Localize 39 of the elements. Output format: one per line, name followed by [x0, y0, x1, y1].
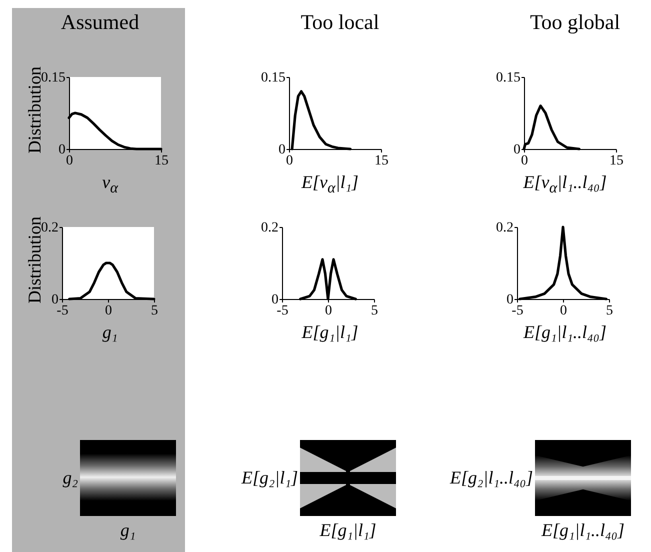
x-axis-title: E[v$_{α}$|l₁] — [301, 172, 359, 198]
x-tick-label: 5 — [371, 304, 378, 318]
y-tick-label: 0 — [272, 292, 278, 308]
y-tick-label: 0.2 — [496, 220, 514, 236]
chart-title: Assumed — [60, 10, 140, 35]
x-tick-label: -5 — [276, 304, 288, 318]
x-axis-title: v$_{α}$ — [102, 172, 118, 198]
text: E[g₁|l₁..l₄₀] — [542, 520, 624, 541]
x-tick-label: 15 — [154, 154, 168, 168]
y-tick-label: 0 — [52, 292, 58, 308]
y-tick-label: 0 — [58, 142, 66, 158]
y-tick-label: 0 — [506, 292, 514, 308]
x-axis-title: E[g₁|l₁] — [302, 322, 358, 343]
y-tick-label: 0 — [278, 142, 286, 158]
text: E[g₂|l₁..l₄₀] — [450, 468, 533, 488]
x-tick-label: 5 — [151, 304, 158, 318]
y-tick-label: 0.15 — [261, 70, 286, 86]
text: E[g₂|l₁] — [242, 468, 298, 488]
x-tick-label: 0 — [560, 304, 567, 318]
x-tick-label: -5 — [56, 304, 68, 318]
y-tick-label: 0 — [514, 142, 520, 158]
x-tick-label: 0 — [105, 304, 112, 318]
x-tick-label: 5 — [606, 304, 613, 318]
y-tick-label: 0.2 — [41, 220, 58, 236]
text: E[g₁|l₁] — [320, 520, 376, 541]
x-tick-label: -5 — [512, 304, 524, 318]
x-tick-label: 15 — [610, 154, 624, 168]
x-axis-title: E[v$_{α}$|l₁..l₄₀] — [523, 172, 607, 198]
text: g₁ — [120, 520, 136, 541]
chart-title: Too local — [300, 10, 380, 35]
text: g₂ — [62, 468, 78, 488]
x-tick-label: 15 — [374, 154, 388, 168]
x-axis-title: g₁ — [102, 322, 118, 343]
y-tick-label: 0.2 — [261, 220, 278, 236]
chart-title: Too global — [530, 10, 620, 35]
y-tick-label: 0.15 — [41, 70, 66, 86]
x-axis-title: E[g₁|l₁..l₄₀] — [524, 322, 606, 343]
y-tick-label: 0.15 — [496, 70, 520, 86]
x-tick-label: 0 — [325, 304, 332, 318]
